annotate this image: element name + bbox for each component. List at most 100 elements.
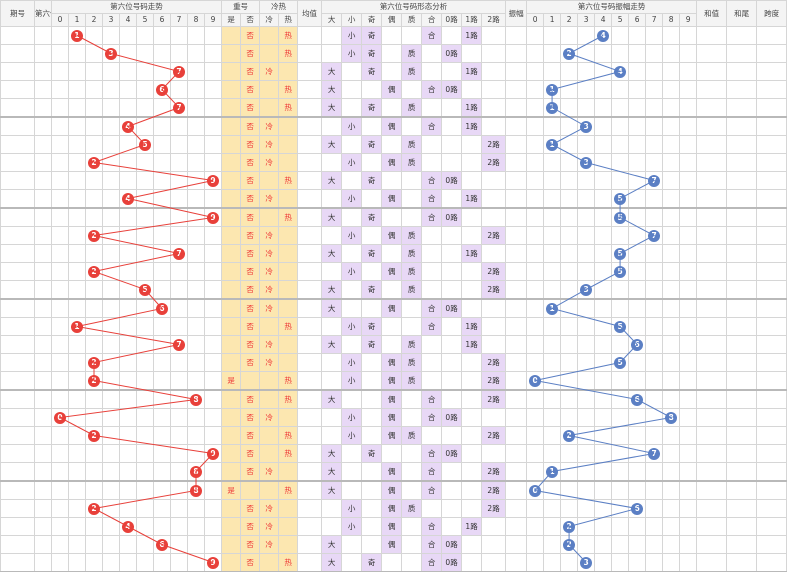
trend-miss-cell (153, 517, 171, 536)
amp-miss-cell (594, 226, 613, 245)
amp-miss-cell (560, 499, 579, 518)
amp-miss-cell (679, 116, 698, 136)
amp-miss-cell (526, 280, 545, 300)
road-2-cell: 2路 (481, 389, 507, 409)
amp-digit-cell: 0 (526, 480, 545, 500)
amp-ball: 7 (648, 229, 661, 242)
trend-miss-cell (153, 426, 171, 445)
road-1-cell: 1路 (461, 189, 483, 209)
road-2-cell (481, 317, 507, 336)
header-amp: 振幅 (505, 0, 528, 27)
span-cell (756, 26, 788, 45)
tail-cell (726, 26, 758, 45)
trend-miss-cell (85, 189, 103, 209)
cold-cell: 冷 (259, 408, 280, 427)
header-period[interactable]: 期号 (0, 0, 35, 27)
span-cell (756, 517, 788, 536)
cold-cell (259, 80, 280, 99)
amp-miss-cell (679, 444, 698, 463)
trend-miss-cell (153, 371, 171, 391)
big-cell: 大 (321, 389, 343, 409)
even-cell: 偶 (381, 371, 403, 391)
big-cell: 大 (321, 135, 343, 154)
road-1-cell: 1路 (461, 116, 483, 136)
trend-miss-cell (51, 517, 69, 536)
period-cell (0, 98, 35, 118)
sum-cell (696, 207, 728, 227)
amp-miss-cell (628, 189, 647, 209)
amp-cell (505, 244, 528, 263)
table-row: 4 否冷 小偶合 1路 3 (0, 116, 788, 136)
trend-miss-cell (119, 499, 137, 518)
trend-miss-cell (170, 444, 188, 463)
period-cell (0, 26, 35, 45)
amp-miss-cell (526, 517, 545, 536)
cold-cell (259, 553, 280, 572)
table-row: 0 否冷 小偶合 0路 8 (0, 408, 788, 427)
composite-cell: 合 (421, 317, 443, 336)
repeat-yes-cell (221, 98, 242, 118)
amp-miss-cell (662, 189, 681, 209)
prime-cell (401, 80, 423, 99)
amp-miss-cell (577, 226, 596, 245)
amp-digit-cell: 4 (594, 26, 613, 45)
road-0-cell (441, 98, 463, 118)
trend-digit-cell: 2 (85, 499, 103, 518)
trend-ball: 5 (139, 283, 151, 296)
amp-miss-cell (526, 26, 545, 45)
amp-miss-cell (594, 244, 613, 263)
trend-miss-cell (203, 226, 223, 245)
trend-miss-cell (85, 408, 103, 427)
cold-cell: 冷 (259, 262, 280, 281)
amp-miss-cell (577, 80, 596, 99)
prime-cell: 质 (401, 426, 423, 445)
amp-miss-cell (662, 535, 681, 554)
trend-miss-cell (153, 480, 171, 500)
amp-miss-cell (662, 335, 681, 354)
trend-ball: 7 (173, 247, 185, 260)
composite-cell (421, 426, 443, 445)
amp-digit-header-0: 0 (526, 13, 545, 27)
avg-cell (297, 517, 323, 536)
span-cell (756, 153, 788, 172)
trend-ball: 5 (139, 138, 151, 151)
road-1-cell (461, 408, 483, 427)
even-cell: 偶 (381, 517, 403, 536)
amp-miss-cell (560, 26, 579, 45)
trend-miss-cell (68, 426, 86, 445)
cold-cell: 冷 (259, 462, 280, 482)
tail-cell (726, 280, 758, 300)
trend-miss-cell (203, 298, 223, 318)
pos6-value-cell (34, 189, 52, 209)
trend-miss-cell (136, 462, 154, 482)
pos6-value-cell (34, 244, 52, 263)
amp-miss-cell (526, 298, 545, 318)
span-cell (756, 280, 788, 300)
hot-cell (278, 280, 299, 300)
amp-miss-cell (526, 80, 545, 99)
odd-cell (361, 116, 383, 136)
hot-cell: 热 (278, 26, 299, 45)
header-hotcold: 冷热 (259, 0, 299, 14)
composite-cell: 合 (421, 389, 443, 409)
road-0-cell (441, 317, 463, 336)
avg-cell (297, 462, 323, 482)
trend-miss-cell (153, 189, 171, 209)
amp-miss-cell (611, 535, 630, 554)
composite-cell (421, 135, 443, 154)
table-row: 9 否热 大奇 合 0路 7 (0, 171, 788, 190)
sum-cell (696, 335, 728, 354)
amp-miss-cell (628, 207, 647, 227)
tail-cell (726, 480, 758, 500)
repeat-yes-cell (221, 189, 242, 209)
trend-miss-cell (51, 44, 69, 63)
trend-miss-cell (51, 62, 69, 81)
sum-cell (696, 553, 728, 572)
trend-miss-cell (85, 62, 103, 81)
tail-cell (726, 135, 758, 154)
amp-ball: 5 (614, 247, 627, 260)
repeat-no-cell: 否 (240, 499, 261, 518)
trend-miss-cell (170, 535, 188, 554)
amp-cell (505, 353, 528, 372)
amp-miss-cell (560, 444, 579, 463)
